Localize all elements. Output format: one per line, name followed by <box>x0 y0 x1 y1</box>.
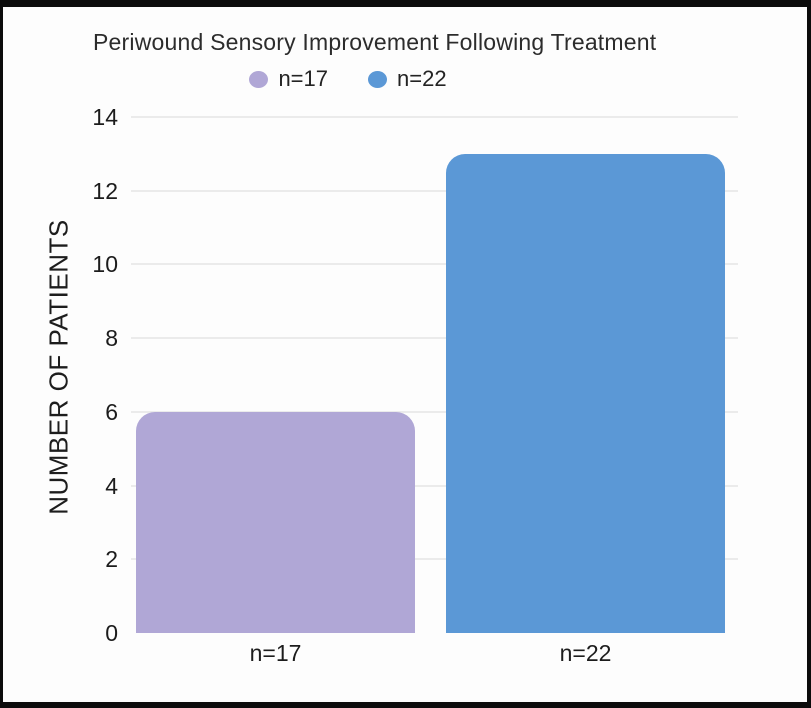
y-tick-label-10: 10 <box>92 251 118 278</box>
y-tick-label-8: 8 <box>105 325 118 352</box>
legend-label: n=22 <box>397 66 447 91</box>
gridline-y-4 <box>131 484 738 487</box>
bar-n17 <box>136 412 415 633</box>
y-tick-label-14: 14 <box>92 104 118 130</box>
gridline-y-8 <box>131 337 738 340</box>
gridline-y-6 <box>131 410 738 413</box>
y-tick-label-0: 0 <box>105 620 118 646</box>
legend-item-1: n=17 <box>249 66 328 92</box>
x-tick-label-2: n=22 <box>559 640 612 666</box>
plot-area <box>131 116 738 633</box>
bar-n22 <box>446 154 725 633</box>
gridline-y-14 <box>131 116 738 118</box>
gridline-y-12 <box>131 189 738 192</box>
y-tick-label-4: 4 <box>105 472 118 499</box>
x-tick-label-1: n=17 <box>249 640 302 666</box>
gridline-y-10 <box>131 263 738 266</box>
legend-item-2: n=22 <box>368 66 447 92</box>
y-tick-label-2: 2 <box>105 546 118 573</box>
chart-title: Periwound Sensory Improvement Following … <box>93 29 657 55</box>
gridline-y-2 <box>131 558 738 561</box>
y-tick-label-12: 12 <box>92 177 118 204</box>
y-tick-label-6: 6 <box>105 398 118 425</box>
legend-swatch-icon <box>368 70 387 88</box>
legend: n=17 n=22 <box>93 66 603 92</box>
legend-swatch-icon <box>249 70 269 88</box>
legend-label: n=17 <box>278 66 328 91</box>
